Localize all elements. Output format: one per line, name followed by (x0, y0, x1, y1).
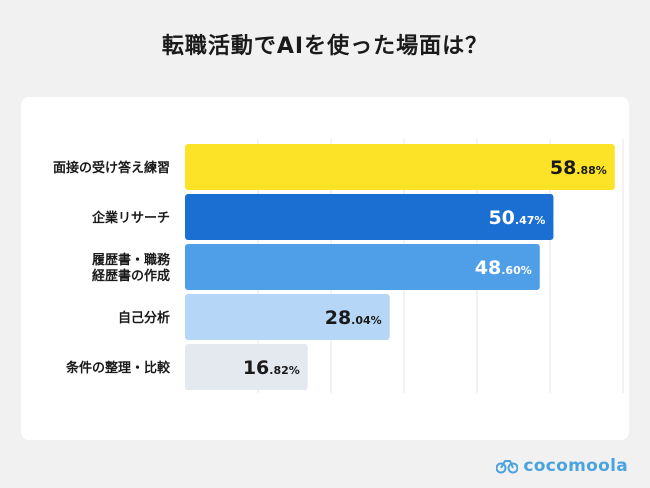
value-label: 58.88% (550, 157, 607, 179)
category-label-line: 自己分析 (118, 310, 170, 326)
value-label: 16.82% (243, 357, 300, 379)
category-label: 履歴書・職務経歴書の作成 (92, 252, 171, 284)
value-label-integer: 50 (488, 207, 514, 229)
value-label-integer: 16 (243, 357, 269, 379)
category-label-line: 面接の受け答え練習 (53, 160, 170, 176)
bar (185, 194, 554, 240)
value-label: 28.04% (325, 307, 382, 329)
bicycle-icon (496, 460, 519, 474)
value-label-decimal: .88% (576, 164, 607, 177)
value-label: 48.60% (475, 257, 532, 279)
category-label: 面接の受け答え練習 (53, 160, 170, 176)
value-label-decimal: .82% (269, 364, 300, 377)
value-label: 50.47% (488, 207, 545, 229)
value-label-integer: 48 (475, 257, 501, 279)
value-label-integer: 28 (325, 307, 351, 329)
category-label: 自己分析 (118, 310, 170, 326)
value-label-integer: 58 (550, 157, 576, 179)
category-label-line: 履歴書・職務 (92, 252, 171, 268)
value-label-decimal: .04% (351, 314, 382, 327)
bar-chart: 面接の受け答え練習 58.88% 企業リサーチ 50.47% 履歴書・職務経歴書の作成 4… (53, 139, 624, 393)
category-label-line: 経歴書の作成 (92, 268, 170, 284)
brand-name: cocomoola (523, 456, 628, 476)
bar (185, 244, 540, 290)
bar (185, 294, 390, 340)
value-label-decimal: .47% (515, 214, 546, 227)
bar (185, 344, 308, 390)
category-label-line: 条件の整理・比較 (66, 360, 171, 376)
category-label-line: 企業リサーチ (91, 210, 170, 226)
value-label-decimal: .60% (501, 264, 532, 277)
category-label: 条件の整理・比較 (66, 360, 171, 376)
chart-card: 面接の受け答え練習 58.88% 企業リサーチ 50.47% 履歴書・職務経歴書の作成 4… (21, 97, 629, 440)
category-label: 企業リサーチ (91, 210, 170, 226)
chart-title: 転職活動でAIを使った場面は？ (161, 34, 489, 59)
brand-logo: cocomoola (496, 455, 628, 477)
bar (185, 144, 615, 190)
